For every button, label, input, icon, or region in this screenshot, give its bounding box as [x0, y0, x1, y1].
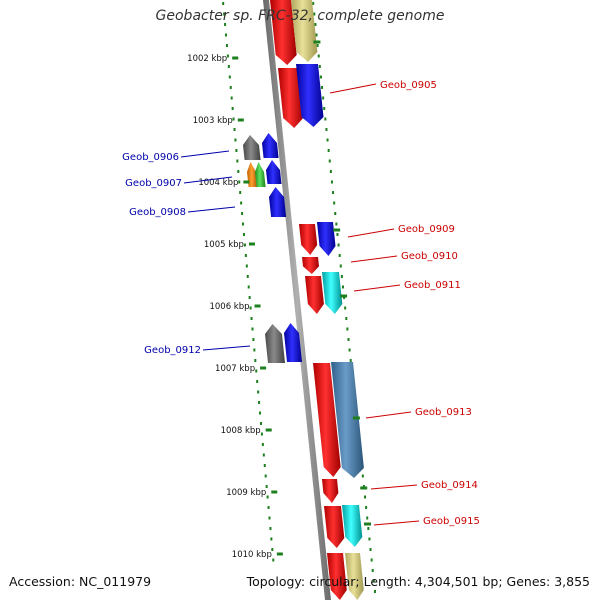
gene-3-forward-arrow[interactable] [278, 68, 304, 128]
geob-0905-leader-line [329, 83, 377, 94]
geob-0906-reverse-arrow[interactable] [243, 135, 261, 160]
geob-0907-leader-line [183, 176, 233, 184]
geob-0908-reverse-arrow[interactable] [269, 187, 287, 217]
kbp-tick-label: 1005 kbp [204, 240, 244, 250]
kbp-tick-mark [276, 552, 283, 556]
geob-0913-label[interactable]: Geob_0913 [415, 407, 472, 418]
geob-0907-label[interactable]: Geob_0907 [125, 178, 182, 189]
geob-0915-forward-arrow[interactable] [342, 505, 363, 547]
kbp-tick-label: 1004 kbp [198, 178, 238, 188]
accession-text: Accession: NC_011979 [9, 574, 152, 589]
geob-0905-forward-arrow[interactable] [296, 64, 324, 127]
geob-0909-forward-arrow[interactable] [317, 222, 336, 256]
geob-0912-label[interactable]: Geob_0912 [144, 345, 201, 356]
kbp-tick-label: 1003 kbp [193, 116, 233, 126]
kbp-tick-mark [232, 56, 239, 60]
kbp-tick-mark [243, 180, 250, 184]
gene-14-forward-arrow[interactable] [305, 276, 324, 314]
geob-0912-reverse-arrow[interactable] [265, 324, 285, 363]
geob-0905-label[interactable]: Geob_0905 [380, 80, 437, 91]
geob-0908-label[interactable]: Geob_0908 [129, 207, 186, 218]
geob-0910-forward-arrow[interactable] [302, 257, 319, 274]
geob-0906-leader-line [180, 150, 230, 158]
geob-0911-leader-line [353, 284, 401, 292]
geob-0913-leader-line [365, 411, 412, 419]
gene-9-reverse-arrow[interactable] [266, 160, 282, 184]
right-ring-ticks [313, 40, 372, 526]
kbp-tick-label: 1002 kbp [187, 54, 227, 64]
kbp-tick-label: 1009 kbp [226, 488, 266, 498]
gene-2-forward-arrow[interactable] [291, 0, 318, 62]
gene-23-forward-arrow[interactable] [327, 553, 347, 600]
kbp-tick-mark [265, 428, 272, 432]
kbp-tick-mark [237, 118, 244, 122]
geob-0913-forward-arrow[interactable] [331, 362, 364, 478]
gene-18-forward-arrow[interactable] [313, 363, 341, 477]
geob-0914-leader-line [370, 484, 418, 490]
geob-0914-label[interactable]: Geob_0914 [421, 480, 478, 491]
kbp-tick-label: 1006 kbp [209, 302, 249, 312]
geob-0908-leader-line [187, 206, 236, 213]
kbp-tick-label: 1007 kbp [215, 364, 255, 374]
left-guide-ring-dots [222, 2, 275, 562]
geob-0909-label[interactable]: Geob_0909 [398, 224, 455, 235]
kbp-tick-label: 1010 kbp [232, 550, 272, 560]
kbp-tick-mark [260, 366, 267, 370]
gene-6-reverse-arrow[interactable] [262, 133, 279, 158]
geob-0915-label[interactable]: Geob_0915 [423, 516, 480, 527]
geob-0907-reverse-arrow[interactable] [247, 162, 258, 187]
gene-11-forward-arrow[interactable] [299, 224, 318, 255]
kbp-tick-label: 1008 kbp [221, 426, 261, 436]
geob-0910-leader-line [350, 255, 398, 263]
geob-0909-leader-line [347, 228, 395, 238]
gene-21-forward-arrow[interactable] [324, 506, 345, 548]
geob-0911-label[interactable]: Geob_0911 [404, 280, 461, 291]
geob-0912-leader-line [202, 345, 251, 351]
gene-24-forward-arrow[interactable] [345, 553, 364, 600]
geob-0914-forward-arrow[interactable] [322, 479, 339, 503]
genome-backbone [263, 0, 331, 600]
geob-0910-label[interactable]: Geob_0910 [401, 251, 458, 262]
gene-1-forward-arrow[interactable] [270, 0, 297, 65]
kbp-tick-mark [271, 490, 278, 494]
geob-0906-label[interactable]: Geob_0906 [122, 152, 179, 163]
kbp-tick-mark [248, 242, 255, 246]
gene-8-reverse-arrow[interactable] [255, 162, 266, 187]
map-title: Geobacter sp. FRC-32, complete genome [155, 8, 445, 24]
geob-0915-leader-line [373, 520, 420, 526]
geob-0911-forward-arrow[interactable] [322, 272, 343, 314]
kbp-tick-mark [254, 304, 261, 308]
gene-17-reverse-arrow[interactable] [284, 323, 302, 362]
topology-text: Topology: circular; Length: 4,304,501 bp… [246, 574, 590, 589]
